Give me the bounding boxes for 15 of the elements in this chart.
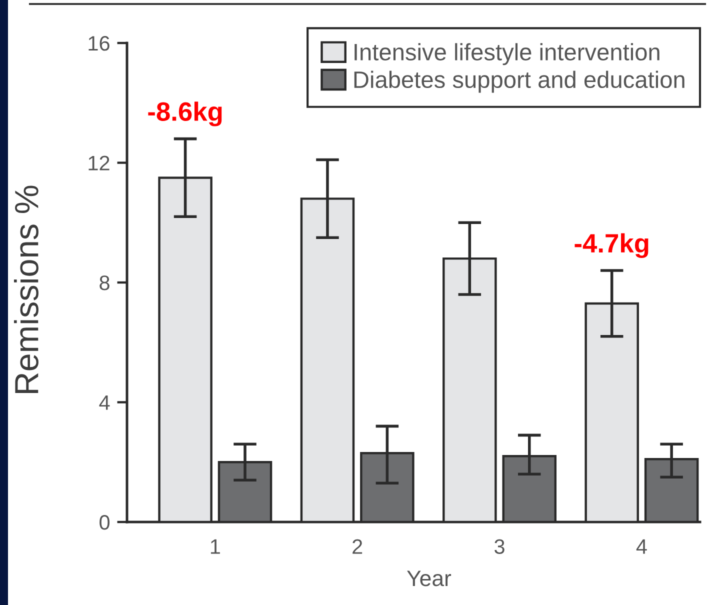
annotation: -4.7kg <box>574 233 648 258</box>
y-tick-label: 4 <box>99 395 110 410</box>
legend-label: Diabetes support and education <box>354 70 684 93</box>
y-tick-label: 16 <box>88 36 110 51</box>
x-axis-title: Year <box>407 570 452 586</box>
x-tick-label: 1 <box>210 539 220 554</box>
y-tick-label: 8 <box>100 276 110 290</box>
y-tick-label: 0 <box>100 515 110 530</box>
legend-label: Intensive lifestyle intervention <box>354 43 660 66</box>
y-tick-label: 12 <box>88 156 110 170</box>
annotation: -8.6kg <box>148 102 222 126</box>
y-axis-title: Remissions % <box>14 186 38 394</box>
x-tick-label: 3 <box>494 539 504 554</box>
x-tick-label: 4 <box>636 539 647 554</box>
x-tick-label: 2 <box>352 539 362 554</box>
